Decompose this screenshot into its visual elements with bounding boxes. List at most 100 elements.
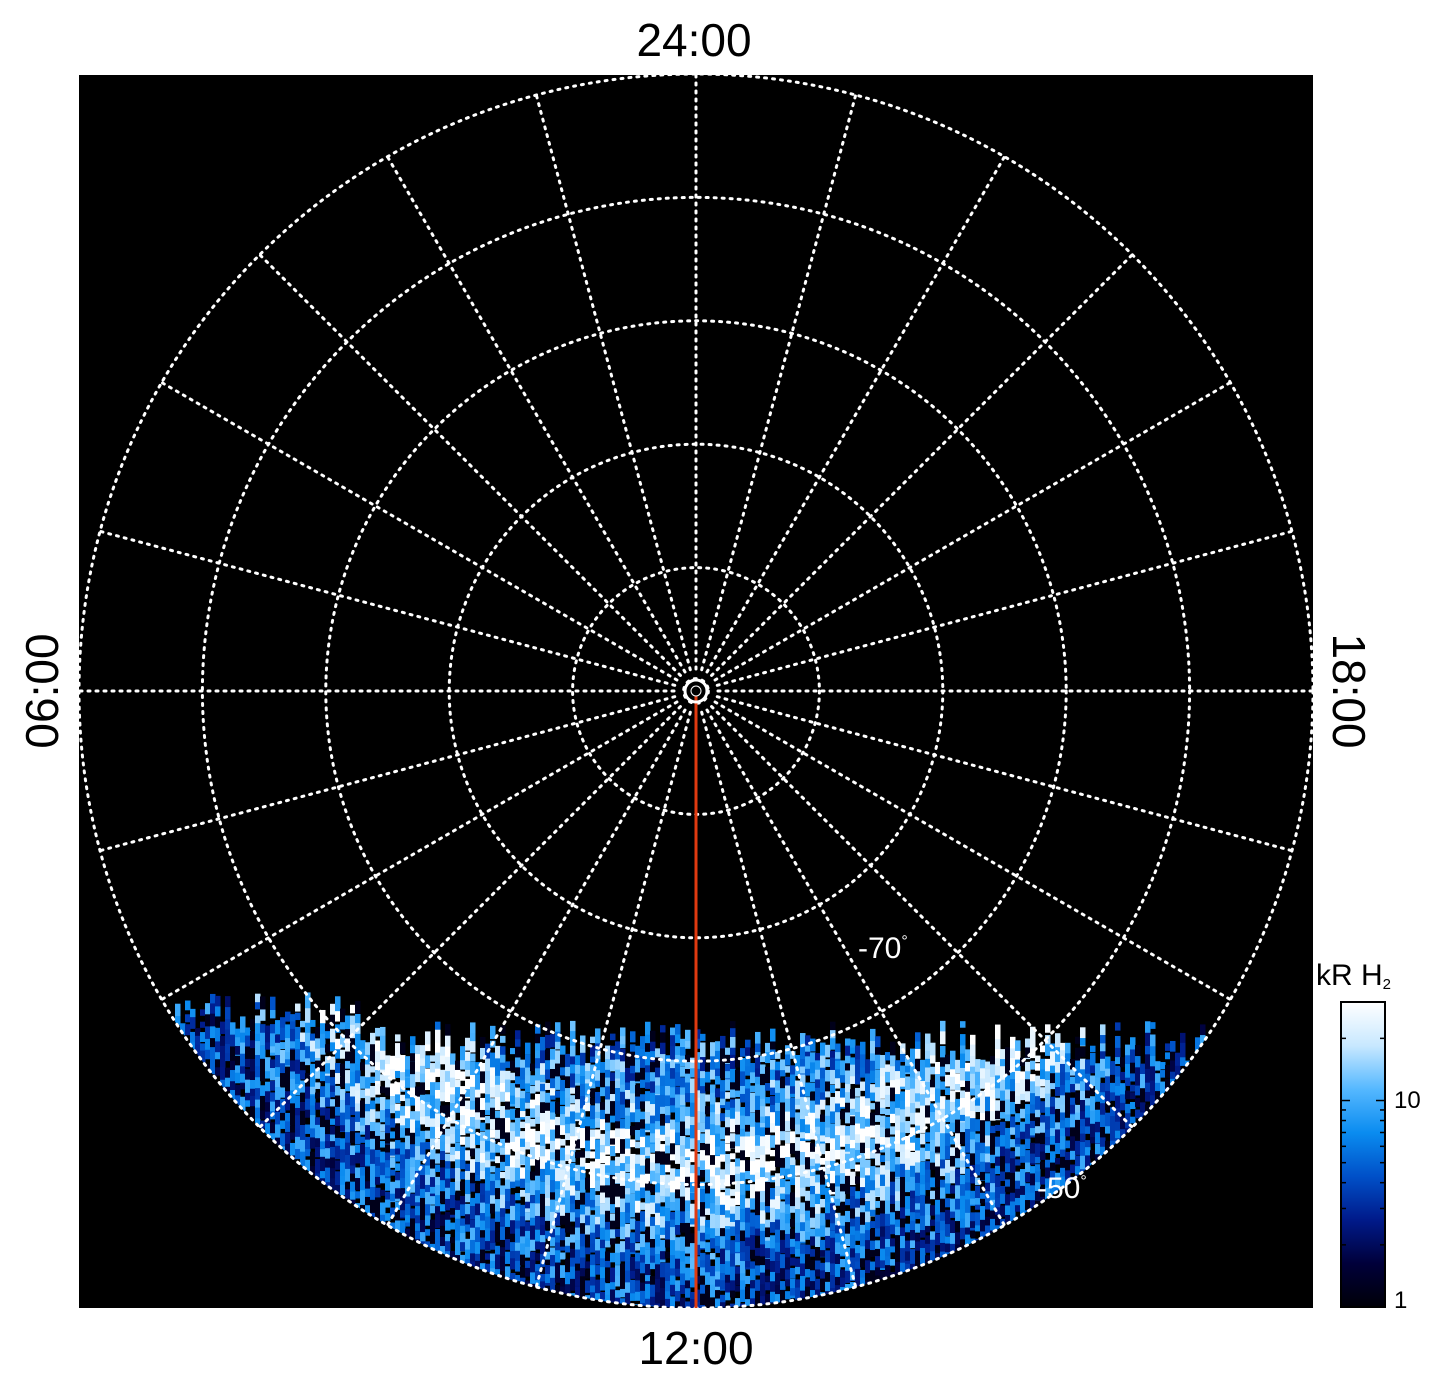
emission-cell — [335, 1125, 341, 1143]
emission-cell — [645, 1147, 651, 1156]
emission-cell — [670, 1035, 676, 1053]
emission-cell — [525, 1246, 531, 1258]
emission-cell — [595, 1111, 601, 1119]
emission-cell — [810, 1290, 816, 1302]
emission-cell — [1020, 1079, 1026, 1097]
emission-cell — [310, 1151, 316, 1167]
emission-cell — [745, 1222, 751, 1240]
emission-cell — [400, 1189, 406, 1202]
emission-cell — [545, 1102, 551, 1117]
emission-cell — [705, 1299, 711, 1308]
emission-cell — [715, 1114, 721, 1136]
emission-cell — [650, 1051, 656, 1059]
emission-cell — [605, 1155, 611, 1167]
emission-cell — [830, 1223, 836, 1230]
emission-cell — [560, 1265, 566, 1278]
emission-cell — [675, 1072, 681, 1086]
emission-cell — [610, 1183, 616, 1203]
emission-cell — [510, 1167, 516, 1188]
emission-cell — [835, 1263, 841, 1282]
emission-cell — [370, 1066, 376, 1073]
emission-cell — [550, 1277, 556, 1294]
emission-cell — [565, 1284, 571, 1294]
emission-cell — [835, 1242, 841, 1259]
emission-cell — [675, 1169, 681, 1184]
emission-cell — [775, 1195, 781, 1211]
emission-cell — [1020, 1108, 1026, 1119]
emission-cell — [985, 1111, 991, 1124]
emission-cell — [870, 1151, 876, 1159]
emission-cell — [740, 1261, 746, 1280]
emission-cell — [640, 1101, 646, 1109]
emission-cell — [345, 1070, 351, 1090]
emission-cell — [1110, 1116, 1116, 1138]
emission-cell — [365, 1077, 371, 1096]
emission-cell — [725, 1282, 731, 1293]
emission-cell — [1130, 1101, 1136, 1110]
emission-cell — [980, 1231, 986, 1240]
emission-cell — [795, 1176, 801, 1192]
emission-cell — [635, 1190, 641, 1208]
emission-cell — [950, 1136, 956, 1145]
emission-cell — [630, 1243, 636, 1253]
emission-cell — [775, 1219, 781, 1234]
emission-cell — [450, 1168, 456, 1179]
emission-cell — [770, 1028, 776, 1044]
emission-cell — [575, 1209, 581, 1226]
emission-cell — [655, 1137, 661, 1155]
emission-cell — [740, 1289, 746, 1302]
emission-cell — [250, 1040, 256, 1051]
emission-cell — [200, 1021, 206, 1028]
emission-cell — [285, 1024, 291, 1045]
emission-cell — [870, 1070, 876, 1083]
emission-cell — [635, 1212, 641, 1220]
emission-cell — [680, 1167, 686, 1187]
emission-cell — [890, 1158, 896, 1178]
emission-cell — [1015, 1146, 1021, 1157]
emission-cell — [845, 1247, 851, 1269]
emission-cell — [750, 1161, 756, 1176]
emission-cell — [670, 1219, 676, 1233]
emission-cell — [790, 1257, 796, 1266]
emission-cell — [635, 1085, 641, 1102]
emission-cell — [815, 1104, 821, 1121]
emission-cell — [1065, 1160, 1071, 1179]
lat-label-50-degree: ° — [1080, 1173, 1086, 1190]
emission-cell — [520, 1067, 526, 1089]
emission-cell — [995, 1088, 1001, 1099]
emission-cell — [215, 1006, 221, 1019]
emission-cell — [865, 1073, 871, 1095]
emission-cell — [610, 1289, 616, 1308]
emission-cell — [305, 1159, 311, 1174]
emission-cell — [810, 1236, 816, 1246]
emission-cell — [625, 1212, 631, 1224]
emission-cell — [590, 1214, 596, 1232]
emission-cell — [475, 1215, 481, 1237]
emission-cell — [1010, 1036, 1016, 1057]
emission-cell — [935, 1189, 941, 1204]
emission-cell — [765, 1293, 771, 1308]
emission-cell — [1100, 1092, 1106, 1111]
emission-cell — [670, 1296, 676, 1308]
emission-cell — [670, 1046, 676, 1064]
emission-cell — [735, 1134, 741, 1148]
emission-cell — [930, 1162, 936, 1170]
emission-cell — [425, 1165, 431, 1181]
emission-cell — [700, 1293, 706, 1308]
emission-cell — [820, 1099, 826, 1110]
emission-cell — [495, 1188, 501, 1209]
emission-cell — [845, 1161, 851, 1172]
emission-cell — [905, 1076, 911, 1094]
emission-cell — [965, 1103, 971, 1127]
emission-cell — [890, 1195, 896, 1210]
emission-cell — [1025, 1162, 1031, 1173]
emission-cell — [380, 1141, 386, 1148]
emission-cell — [500, 1118, 506, 1127]
emission-cell — [745, 1275, 751, 1285]
emission-cell — [390, 1148, 396, 1156]
emission-cell — [475, 1074, 481, 1092]
emission-cell — [510, 1048, 516, 1055]
emission-cell — [1055, 1109, 1061, 1133]
emission-cell — [775, 1294, 781, 1306]
emission-cell — [565, 1088, 571, 1100]
